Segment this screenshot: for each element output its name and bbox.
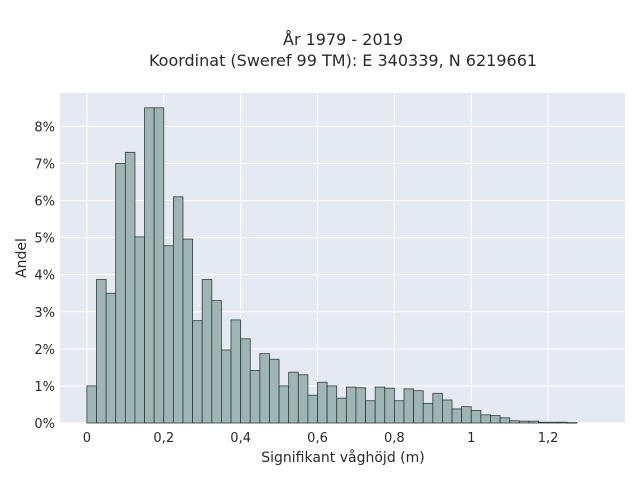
x-tick-label: 0,8	[384, 431, 405, 446]
y-tick-label: 3%	[34, 306, 55, 321]
y-axis-ticks: 0% 1% 2% 3% 4% 5% 6% 7% 8%	[34, 120, 55, 432]
histogram-bar	[490, 415, 501, 424]
y-tick-label: 8%	[34, 120, 55, 135]
y-tick-label: 1%	[34, 380, 55, 395]
y-tick-label: 2%	[34, 343, 55, 358]
histogram-bar	[422, 402, 434, 424]
x-tick-label: 0,2	[153, 431, 174, 446]
histogram-bar	[297, 374, 309, 424]
histogram-bar	[355, 387, 366, 424]
y-tick-label: 5%	[34, 232, 55, 247]
histogram-bar	[345, 386, 357, 424]
histogram-bar	[115, 163, 126, 424]
histogram-bar	[393, 400, 405, 424]
histogram-bar	[470, 409, 482, 424]
histogram-bar	[163, 245, 174, 424]
histogram-bar	[124, 151, 136, 424]
y-tick-label: 6%	[34, 195, 55, 210]
histogram-bar	[182, 238, 194, 424]
histogram-bar	[461, 406, 472, 424]
histogram-bar	[509, 420, 520, 424]
histogram-bar	[432, 392, 443, 424]
histogram-bar	[96, 279, 107, 424]
histogram-bar	[288, 371, 299, 424]
x-tick-label: 0,6	[307, 431, 328, 446]
histogram-bar	[538, 421, 549, 424]
x-axis-ticks: 0 0,2 0,4 0,6 0,8 1 1,2	[83, 431, 559, 446]
histogram-bar	[480, 414, 491, 424]
histogram-bar	[307, 394, 318, 424]
histogram-bar	[192, 320, 203, 424]
x-tick-label: 0	[83, 431, 91, 446]
x-tick-label: 1	[467, 431, 475, 446]
histogram-bar	[144, 107, 155, 424]
histogram-bar	[499, 417, 511, 424]
x-tick-label: 0,4	[230, 431, 251, 446]
histogram-bar	[249, 369, 261, 424]
histogram-bar	[153, 107, 165, 424]
histogram-bar	[86, 385, 97, 424]
histogram-bar	[134, 236, 145, 424]
x-axis-label: Signifikant våghöjd (m)	[261, 449, 424, 466]
y-tick-label: 7%	[34, 157, 55, 172]
histogram-bar	[201, 279, 213, 424]
histogram-bar	[259, 353, 270, 424]
histogram-bar	[230, 319, 242, 424]
histogram-bar	[317, 381, 328, 424]
histogram-bar	[518, 420, 530, 424]
chart-subtitle: Koordinat (Sweref 99 TM): E 340339, N 62…	[149, 51, 537, 70]
histogram-bar	[442, 399, 453, 424]
y-axis-label: Andel	[14, 238, 30, 278]
histogram-bar	[278, 385, 290, 424]
x-tick-label: 1,2	[538, 431, 559, 446]
histogram-bar	[451, 408, 463, 424]
histogram-bar	[365, 400, 376, 424]
histogram-bar	[172, 196, 184, 424]
histogram-bar	[403, 388, 415, 424]
y-tick-label: 0%	[34, 417, 55, 432]
histogram-bar	[240, 338, 251, 424]
histogram-bar	[326, 385, 338, 424]
histogram-bar	[384, 387, 395, 424]
chart-title: År 1979 - 2019	[283, 30, 403, 49]
histogram-bar	[547, 421, 559, 424]
histogram-bar	[221, 349, 232, 424]
histogram-bar	[566, 422, 578, 424]
histogram-bar	[413, 390, 424, 424]
y-tick-label: 4%	[34, 269, 55, 284]
histogram-bar	[374, 386, 386, 424]
histogram-bar	[269, 358, 280, 424]
histogram-bar	[336, 397, 347, 424]
histogram-bar	[557, 421, 568, 424]
histogram-bar	[528, 420, 539, 424]
histogram-bar	[211, 300, 222, 424]
histogram-bar	[105, 292, 117, 424]
bars	[86, 107, 578, 424]
